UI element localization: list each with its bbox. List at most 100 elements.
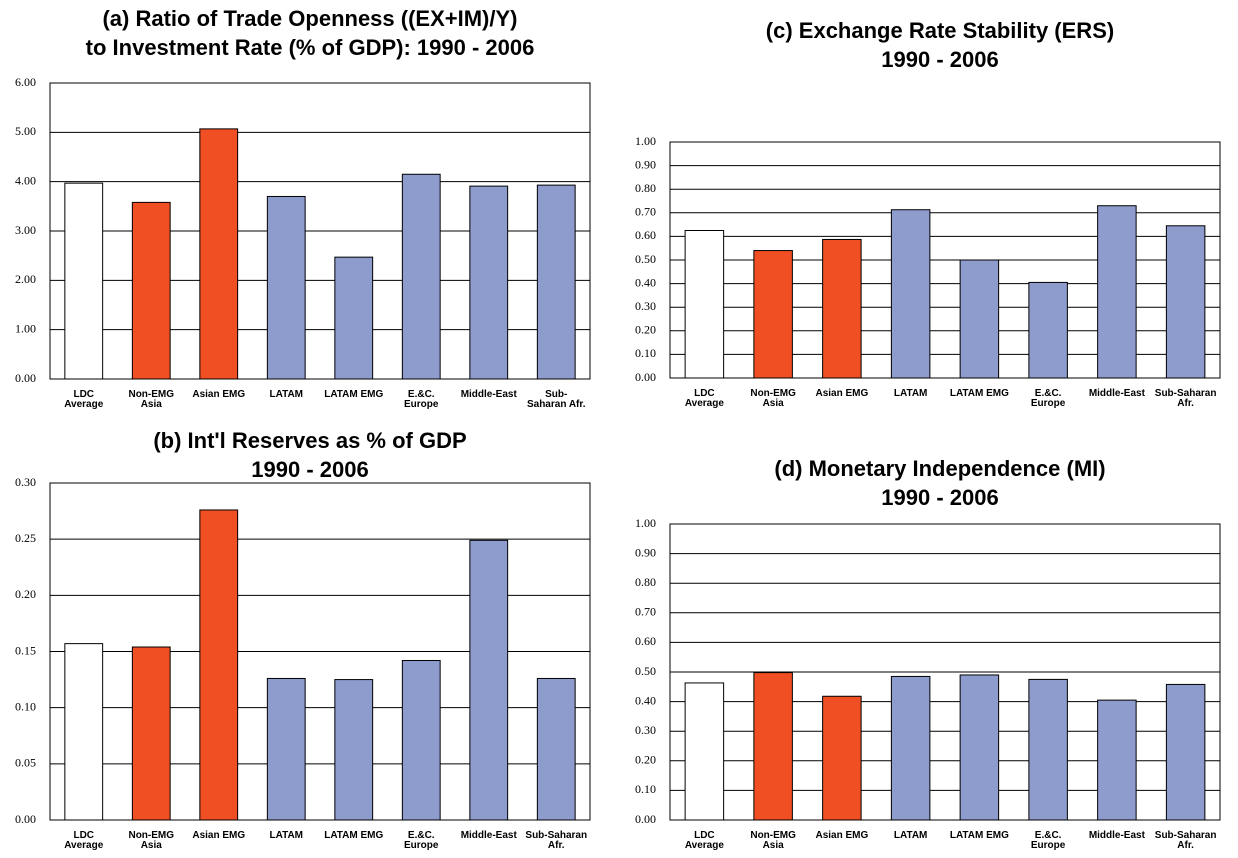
x-tick-label: Sub-Saharan Afr. bbox=[1155, 830, 1217, 851]
y-tick-label: 0.60 bbox=[635, 634, 656, 648]
chart-title: 1990 - 2006 bbox=[881, 47, 998, 72]
bar bbox=[536, 677, 576, 821]
y-tick-label: 0.30 bbox=[635, 723, 656, 737]
bar bbox=[401, 659, 441, 821]
bar bbox=[64, 182, 104, 380]
y-tick-label: 0.60 bbox=[635, 228, 656, 242]
x-tick-label: Non-EMG Asia bbox=[750, 388, 796, 409]
chart-title: to Investment Rate (% of GDP): 1990 - 20… bbox=[86, 35, 535, 60]
bar bbox=[64, 643, 104, 821]
y-tick-label: 0.70 bbox=[635, 205, 656, 219]
bar bbox=[959, 259, 1000, 379]
panel: (b) Int'l Reserves as % of GDP 1990 - 200… bbox=[15, 428, 591, 851]
y-tick-label: 0.10 bbox=[635, 782, 656, 796]
chart-title: 1990 - 2006 bbox=[881, 485, 998, 510]
x-tick-label: Non-EMG Asia bbox=[128, 389, 174, 410]
bar bbox=[131, 201, 171, 380]
x-tick-label: Middle-East bbox=[1089, 388, 1146, 399]
bar bbox=[890, 675, 931, 821]
panel: (c) Exchange Rate Stability (ERS) 1990 - … bbox=[635, 18, 1221, 409]
bar bbox=[1097, 699, 1137, 821]
x-tick-label: E.&C. Europe bbox=[404, 830, 439, 851]
bar bbox=[334, 256, 374, 380]
y-tick-label: 0.80 bbox=[635, 181, 656, 195]
y-tick-label: 0.90 bbox=[635, 545, 656, 559]
y-tick-label: 0.20 bbox=[635, 323, 656, 337]
bar bbox=[469, 185, 509, 380]
bar bbox=[1028, 281, 1068, 379]
bar bbox=[1165, 225, 1206, 379]
x-tick-label: LATAM EMG bbox=[950, 830, 1009, 841]
x-tick-label: LATAM bbox=[894, 830, 928, 841]
chart-title: (d) Monetary Independence (MI) bbox=[774, 456, 1105, 481]
x-tick-label: Asian EMG bbox=[192, 389, 245, 400]
x-tick-label: Middle-East bbox=[1089, 830, 1146, 841]
y-tick-label: 0.30 bbox=[635, 299, 656, 313]
bar bbox=[401, 173, 441, 380]
y-tick-label: 0.00 bbox=[635, 812, 656, 826]
x-tick-label: LATAM EMG bbox=[950, 388, 1009, 399]
x-tick-label: LATAM EMG bbox=[324, 389, 383, 400]
y-tick-label: 4.00 bbox=[15, 173, 36, 187]
y-tick-label: 0.15 bbox=[15, 643, 36, 657]
y-tick-label: 0.10 bbox=[15, 699, 36, 713]
y-tick-label: 0.00 bbox=[15, 371, 36, 385]
y-tick-label: 0.40 bbox=[635, 275, 656, 289]
y-tick-label: 1.00 bbox=[635, 516, 656, 530]
bar bbox=[469, 539, 509, 821]
y-tick-label: 0.30 bbox=[15, 475, 36, 489]
bar bbox=[822, 238, 862, 379]
y-tick-label: 0.50 bbox=[635, 252, 656, 266]
y-tick-label: 0.40 bbox=[635, 693, 656, 707]
y-tick-label: 0.25 bbox=[15, 531, 36, 545]
plot-frame bbox=[669, 523, 1221, 821]
x-tick-label: Middle-East bbox=[461, 389, 518, 400]
bar bbox=[684, 682, 725, 821]
x-tick-label: Sub-Saharan Afr. bbox=[527, 389, 586, 410]
x-tick-label: Asian EMG bbox=[815, 388, 868, 399]
bar bbox=[199, 509, 239, 821]
x-tick-label: E.&C. Europe bbox=[404, 389, 439, 410]
y-tick-label: 0.90 bbox=[635, 157, 656, 171]
bar bbox=[199, 128, 239, 380]
x-tick-label: Asian EMG bbox=[815, 830, 868, 841]
x-tick-label: LDC Average bbox=[64, 389, 104, 410]
x-tick-label: LATAM EMG bbox=[324, 830, 383, 841]
y-tick-label: 0.70 bbox=[635, 605, 656, 619]
y-tick-label: 1.00 bbox=[15, 321, 36, 335]
y-tick-label: 1.00 bbox=[635, 134, 656, 148]
bar bbox=[536, 184, 576, 380]
chart-title: (c) Exchange Rate Stability (ERS) bbox=[766, 18, 1114, 43]
x-tick-label: Middle-East bbox=[461, 830, 518, 841]
x-tick-label: E.&C. Europe bbox=[1031, 830, 1066, 851]
bar bbox=[1165, 683, 1206, 821]
bar bbox=[753, 250, 793, 379]
plot-frame bbox=[49, 82, 591, 380]
y-tick-label: 6.00 bbox=[15, 75, 36, 89]
chart-title: (b) Int'l Reserves as % of GDP bbox=[153, 428, 466, 453]
bar bbox=[684, 230, 725, 379]
x-tick-label: E.&C. Europe bbox=[1031, 388, 1066, 409]
x-tick-label: LATAM bbox=[269, 830, 303, 841]
y-tick-label: 3.00 bbox=[15, 223, 36, 237]
chart-title: (a) Ratio of Trade Openness ((EX+IM)/Y) bbox=[102, 6, 517, 31]
x-tick-label: LATAM bbox=[894, 388, 928, 399]
y-tick-label: 2.00 bbox=[15, 272, 36, 286]
bar bbox=[1097, 205, 1137, 379]
x-tick-label: Asian EMG bbox=[192, 830, 245, 841]
y-tick-label: 0.00 bbox=[15, 812, 36, 826]
y-tick-label: 5.00 bbox=[15, 124, 36, 138]
bar bbox=[266, 195, 306, 380]
x-tick-label: Non-EMG Asia bbox=[128, 830, 174, 851]
bar bbox=[266, 677, 306, 821]
y-tick-label: 0.05 bbox=[15, 756, 36, 770]
chart-title: 1990 - 2006 bbox=[251, 457, 368, 482]
bar bbox=[959, 674, 1000, 821]
panel: (a) Ratio of Trade Openness ((EX+IM)/Y) t… bbox=[15, 6, 591, 410]
bar bbox=[131, 646, 171, 821]
x-tick-label: Sub-Saharan Afr. bbox=[1155, 388, 1217, 409]
y-tick-label: 0.10 bbox=[635, 346, 656, 360]
x-tick-label: LATAM bbox=[269, 389, 303, 400]
x-tick-label: Non-EMG Asia bbox=[750, 830, 796, 851]
